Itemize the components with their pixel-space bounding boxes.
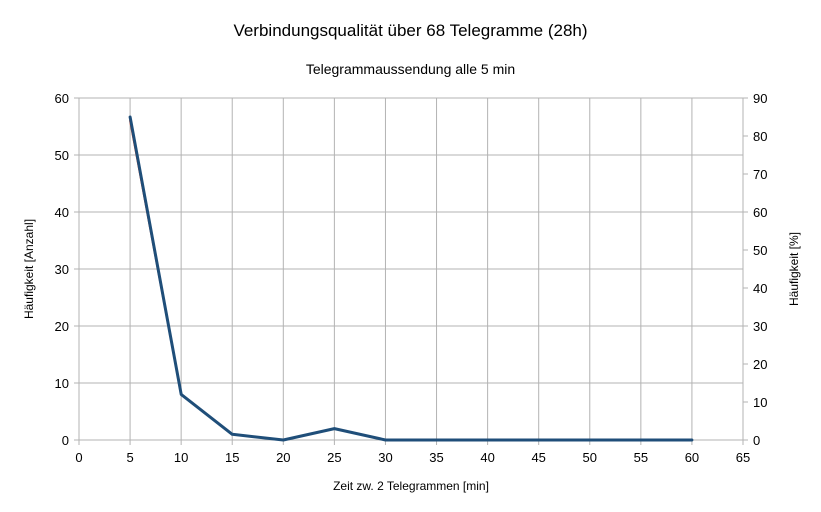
x-tick-label: 60 (685, 450, 699, 465)
y-tick-label: 30 (55, 262, 69, 277)
y2-tick-label: 10 (753, 395, 767, 410)
x-tick-label: 40 (480, 450, 494, 465)
y2-tick-label: 80 (753, 129, 767, 144)
x-tick-label: 50 (583, 450, 597, 465)
y-tick-label: 50 (55, 148, 69, 163)
y2-tick-label: 40 (753, 281, 767, 296)
y-tick-label: 10 (55, 376, 69, 391)
y-tick-label: 0 (62, 433, 69, 448)
x-tick-label: 20 (276, 450, 290, 465)
x-tick-label: 0 (75, 450, 82, 465)
x-tick-label: 65 (736, 450, 750, 465)
y2-tick-label: 60 (753, 205, 767, 220)
y-axis-title: Häufigkeit [Anzahl] (22, 219, 36, 319)
y-tick-label: 60 (55, 91, 69, 106)
x-tick-label: 25 (327, 450, 341, 465)
chart-subtitle: Telegrammaussendung alle 5 min (305, 61, 516, 77)
y2-axis-title: Häufigkeit [%] (787, 232, 801, 306)
y2-tick-label: 30 (753, 319, 767, 334)
y2-tick-label: 20 (753, 357, 767, 372)
y2-tick-label: 70 (753, 167, 767, 182)
y2-tick-label: 50 (753, 243, 767, 258)
y-tick-label: 20 (55, 319, 69, 334)
y-tick-label: 40 (55, 205, 69, 220)
x-tick-label: 10 (174, 450, 188, 465)
series-line-1 (129, 119, 693, 441)
x-tick-label: 55 (634, 450, 648, 465)
y2-tick-label: 0 (753, 433, 760, 448)
x-tick-label: 5 (126, 450, 133, 465)
series-line-2 (128, 115, 694, 442)
x-tick-label: 30 (378, 450, 392, 465)
x-tick-label: 15 (225, 450, 239, 465)
x-axis-title: Zeit zw. 2 Telegrammen [min] (333, 479, 489, 493)
x-tick-label: 35 (429, 450, 443, 465)
chart-title: Verbindungsqualität über 68 Telegramme (… (233, 21, 588, 40)
y2-tick-label: 90 (753, 91, 767, 106)
x-tick-label: 45 (531, 450, 545, 465)
